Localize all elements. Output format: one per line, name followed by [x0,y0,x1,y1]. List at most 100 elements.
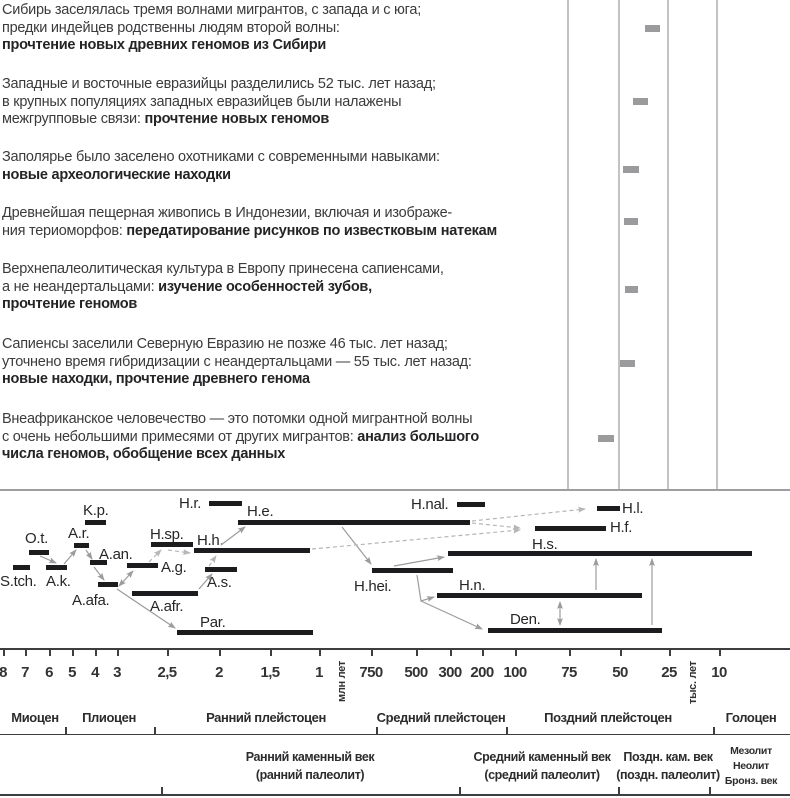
species-label-A-an: A.an. [99,546,133,563]
discovery-3-line-1: Заполярье было заселено охотниками с сов… [2,149,440,165]
arrow-H-e-to-H-hei [341,526,372,565]
axis-tick-label-750: 750 [359,664,383,681]
discovery-7-line-1: Внеафриканское человечество — это потомк… [2,411,473,427]
discovery-7-line-3: числа геномов, обобщение всех данных [2,446,286,463]
axis-tick-2 [219,648,221,656]
species-label-H-hei: H.hei. [354,578,392,595]
species-bar-Par [177,630,313,635]
period-label-3: Ранний плейстоцен [206,710,326,725]
arrow-H-sp-to-H-h [167,549,191,556]
stone-age-label-2: Средний каменный век [473,750,611,764]
species-label-H-r: H.r. [179,495,202,512]
discovery-1-line-2: предки индейцев родственны людям второй … [2,19,340,36]
discovery-text-7: Внеафриканское человечество — это потомк… [2,411,568,464]
discovery-6-line-3: новые находки, прочтение древнего генома [2,371,310,388]
species-bar-H-sp [151,542,193,547]
axis-tick-4 [95,648,97,656]
discovery-text-6: Сапиенсы заселили Северную Евразию не по… [2,336,568,389]
arrow-O-t-to-A-k [39,555,57,564]
timeline-gridline-3 [667,0,669,490]
axis-tick-label-50: 50 [612,664,628,681]
discovery-1-line-3: прочтение новых древних геномов из Сибир… [2,37,327,54]
time-axis-line [0,648,790,650]
discovery-date-marker-5 [625,286,638,293]
species-bar-H-hei [372,568,453,573]
axis-tick-1,5 [270,648,272,656]
species-bar-K-p [85,520,106,525]
period-label-6: Голоцен [725,710,777,725]
stone-age-boundary-tick-4 [709,787,711,794]
species-bar-H-n [437,593,642,598]
discovery-3-line-2: новые археологические находки [2,166,231,183]
discovery-date-marker-2 [633,98,648,105]
arrow-A-s-to-H-h [208,555,217,567]
species-label-H-sp: H.sp. [150,526,184,543]
axis-tick-label-10: 10 [711,664,727,681]
stone-age-sublabel-2: (средний палеолит) [484,768,600,782]
axis-tick-label-2: 2 [215,664,223,681]
stone-age-label-3: Поздн. кам. век [623,750,713,764]
stone-age-sublabel-3: (поздн. палеолит) [616,768,720,782]
axis-tick-label-300: 300 [438,664,462,681]
species-bar-S-tch [13,565,30,570]
discovery-text-5: Верхнепалеолитическая культура в Европу … [2,261,568,314]
axis-tick-label-3: 3 [113,664,121,681]
axis-tick-label-75: 75 [561,664,577,681]
arrow-A-r-to-A-an [85,549,93,560]
axis-tick-label-6: 6 [45,664,53,681]
species-bar-A-s [205,567,237,572]
period-boundary-tick-5 [713,727,715,734]
species-label-H-s: H.s. [532,536,558,553]
section-divider-line [0,489,790,492]
discovery-5-line-1: Верхнепалеолитическая культура в Европу … [2,261,444,277]
stone-age-boundary-tick-3 [618,787,620,794]
discovery-date-marker-6 [620,360,635,367]
discovery-text-3: Заполярье было заселено охотниками с сов… [2,149,568,184]
arrow-H-e-to-H-l [471,506,586,522]
discovery-5-line-2: а не неандертальцами: изучение особеннос… [2,278,372,295]
species-label-A-s: A.s. [207,574,232,591]
species-bar-H-s [448,551,752,556]
axis-tick-1 [319,648,321,656]
period-label-4: Средний плейстоцен [376,710,506,725]
arrow-H-hei-to-Den [420,600,483,630]
axis-tick-label-8: 8 [0,664,7,681]
axis-unit-tys-let: тыс. лет [687,661,699,704]
axis-tick-100 [515,648,517,656]
axis-tick-8 [3,648,5,656]
arrow-A-g-to-H-sp [148,549,162,563]
species-bar-A-an [90,560,107,565]
species-bar-Den [488,628,662,633]
discovery-text-2: Западные и восточные евразийцы разделили… [2,76,568,129]
axis-tick-label-5: 5 [68,664,76,681]
arrow-H-h-to-H-e [220,526,246,546]
species-bar-H-l [597,506,620,511]
discovery-6-line-1: Сапиенсы заселили Северную Евразию не по… [2,336,448,352]
discovery-2-line-1: Западные и восточные евразийцы разделили… [2,76,436,92]
axis-tick-2,5 [167,648,169,656]
species-label-K-p: K.p. [83,502,109,519]
timeline-gridline-1 [567,0,569,490]
timeline-gridline-4 [716,0,718,490]
species-label-H-n: H.n. [459,577,486,594]
discovery-2-line-2: в крупных популяциях западных евразийцев… [2,93,402,110]
arrow-A-an-to-A-afa [93,566,105,581]
species-label-Den: Den. [510,611,541,628]
axis-tick-label-25: 25 [661,664,677,681]
species-bar-H-e [238,520,470,525]
species-label-A-g: A.g. [161,559,187,576]
species-bar-A-g [127,563,158,568]
stone-age-rule-line [0,794,790,796]
discovery-7-line-2: с очень небольшими примесями от других м… [2,428,480,445]
axis-tick-5 [72,648,74,656]
holocene-age-3: Бронз. век [724,775,778,788]
stone-age-sublabel-1: (ранний палеолит) [255,768,365,782]
arrow-H-h-to-H-f [311,527,521,550]
arrow-H-hei-to-H-n [416,574,435,602]
axis-tick-300 [450,648,452,656]
discovery-text-1: Сибирь заселялась тремя волнами мигранто… [2,2,568,55]
species-label-H-nal: H.nal. [411,496,449,513]
arrow-H-hei-to-H-s [393,555,445,567]
axis-tick-label-1: 1 [315,664,323,681]
